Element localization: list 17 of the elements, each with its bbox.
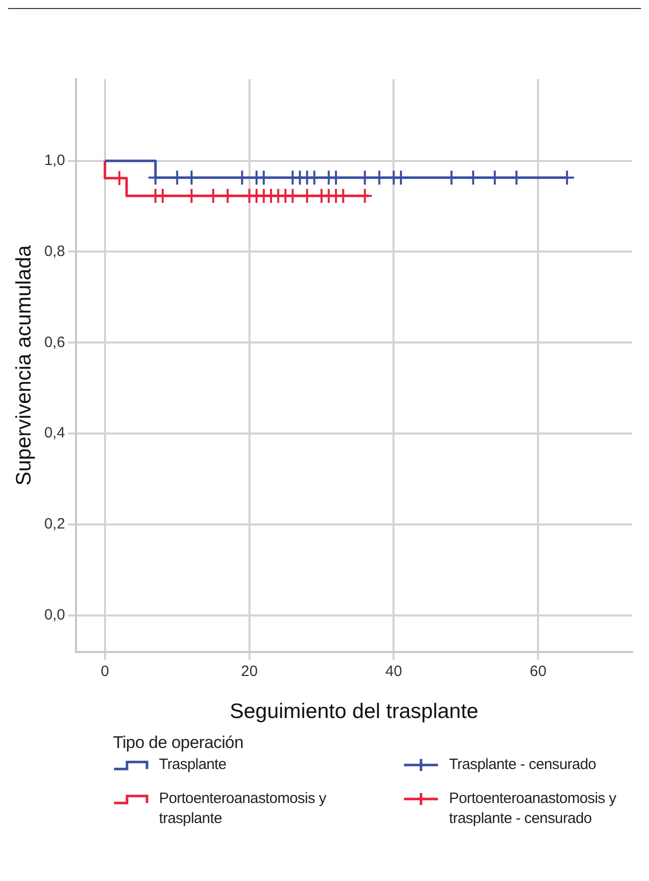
y-tick-label: 0,8 xyxy=(44,242,66,260)
x-tick-label: 40 xyxy=(385,662,402,680)
y-tick-label: 0,6 xyxy=(44,334,66,351)
y-tick-label: 0,4 xyxy=(44,424,66,442)
x-tick-label: 0 xyxy=(100,662,110,680)
legend-label: Trasplante xyxy=(159,755,228,775)
y-axis-title: Supervivencia acumulada xyxy=(12,244,36,486)
x-axis-title: Seguimiento del trasplante xyxy=(230,700,478,724)
y-tick-label: 0,2 xyxy=(44,516,66,533)
legend-label: Trasplante - censurado xyxy=(449,755,598,775)
y-tick-label: 1,0 xyxy=(44,152,66,169)
y-tick-label: 0,0 xyxy=(44,606,66,624)
legend-title: Tipo de operación xyxy=(113,733,244,753)
x-tick-label: 60 xyxy=(530,662,546,680)
x-tick-label: 20 xyxy=(240,662,258,680)
legend-label: Portoenteroanastomosis y trasplante xyxy=(159,789,328,829)
legend-label: Portoenteroanastomosis y trasplante - censurado xyxy=(449,789,618,829)
